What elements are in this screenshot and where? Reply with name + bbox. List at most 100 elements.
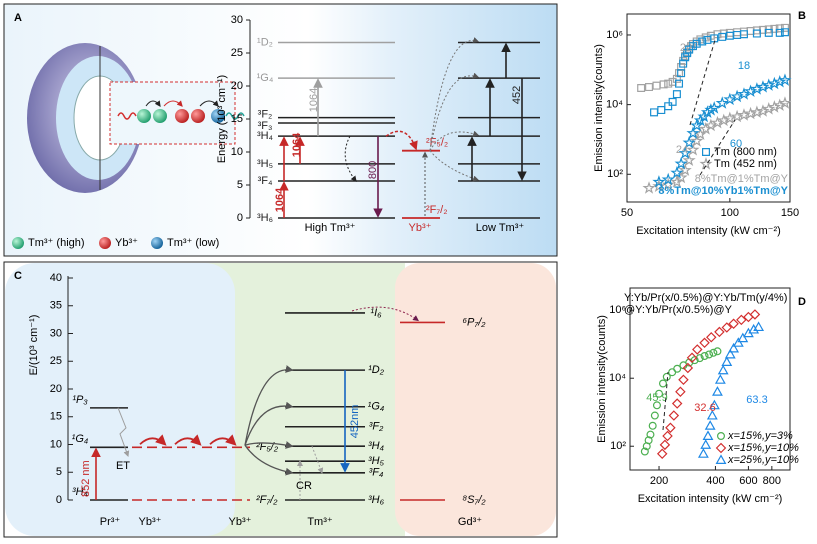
data-point (665, 422, 676, 433)
data-point (728, 342, 740, 353)
data-point (652, 81, 661, 90)
data-point (721, 322, 733, 333)
y-tick-label: 10 (231, 146, 243, 158)
panel-label: D (798, 296, 806, 308)
y-tick-label: 5 (56, 466, 62, 478)
data-point (668, 410, 680, 421)
legend-label: Tm³⁺ (high) (28, 237, 85, 249)
data-point (739, 30, 748, 39)
legend-label: x=15%,y=10% (727, 442, 799, 454)
data-point (688, 42, 697, 51)
transfer-arrow (429, 150, 480, 182)
data-point (678, 163, 692, 176)
et-arrow (244, 444, 294, 476)
data-point (712, 386, 723, 396)
level-label: ³H₆ (368, 494, 385, 506)
tm-high-ion (153, 109, 167, 123)
level-label: ¹P₃ (72, 394, 88, 406)
data-point (662, 372, 671, 381)
data-point (661, 172, 675, 186)
yb-ion (191, 109, 205, 123)
note: Y:Yb/Pr(x/0.5%)@Y:Yb/Tm(y/4%) (624, 292, 787, 304)
data-point (640, 447, 649, 456)
data-point (753, 321, 765, 332)
y-tick-label: 10⁴ (606, 99, 623, 111)
level-label: ³F₃ (258, 120, 273, 132)
note: @Y:Yb/Pr(x/0.5%)@Y (624, 304, 733, 316)
cr-arrow (311, 445, 324, 474)
group-label: Gd³⁺ (458, 516, 482, 528)
excitation-wave (117, 112, 137, 120)
data-point (700, 439, 712, 449)
data-point (657, 106, 666, 115)
data-point (723, 92, 737, 106)
x-tick-label: 200 (650, 475, 668, 487)
data-point (725, 31, 734, 40)
data-point (690, 356, 699, 365)
data-point (642, 181, 656, 194)
y-tick-label: 5 (237, 179, 243, 191)
data-point (700, 352, 709, 360)
data-point (703, 35, 712, 44)
data-point (733, 30, 742, 39)
gd-region (395, 263, 556, 536)
level-label: ⁸S₇/₂ (462, 494, 486, 506)
x-tick-label: 150 (781, 207, 799, 219)
group-label: Yb³⁺ (409, 222, 432, 234)
slope-label: 22 (680, 42, 692, 54)
data-point (728, 318, 739, 329)
transition-label: 852 nm (80, 460, 92, 497)
legend-label: Tm (800 nm) (714, 146, 777, 158)
et-arrow (244, 441, 294, 449)
legend-label: Yb³⁺ (115, 237, 138, 249)
et-arrow (244, 401, 294, 446)
legend-swatch (151, 237, 163, 249)
data-point (713, 347, 722, 356)
level-label: ¹I₆ (370, 307, 382, 319)
y-tick-label: 0 (237, 212, 243, 224)
data-point (708, 399, 720, 410)
transition-label: 1064 (308, 88, 320, 112)
et-arrow (244, 365, 294, 446)
y-tick-label: 25 (231, 47, 243, 59)
data-point (642, 442, 651, 451)
data-point (749, 309, 761, 320)
slope-label: 32.6 (694, 402, 715, 414)
fit-line (662, 371, 669, 431)
data-point (706, 409, 718, 420)
legend-swatch (99, 237, 111, 249)
data-point (670, 165, 684, 179)
y-tick-label: 30 (50, 327, 62, 339)
transfer-arrow (429, 130, 480, 151)
data-point (686, 126, 700, 139)
data-point (678, 146, 692, 159)
data-point (778, 73, 792, 86)
y-tick-label: 0 (56, 494, 62, 506)
data-point (721, 356, 733, 366)
data-point (662, 430, 673, 442)
data-point (652, 401, 661, 410)
data-point (775, 28, 784, 37)
data-point (704, 118, 718, 132)
group-label: Tm³⁺ (307, 516, 333, 528)
data-point (645, 83, 654, 92)
data-point (658, 379, 667, 388)
data-point (714, 374, 726, 384)
data-point (682, 153, 696, 167)
level-label: ¹D₂ (257, 36, 273, 48)
data-point (677, 69, 686, 78)
data-point (699, 122, 713, 135)
data-point (748, 323, 760, 334)
data-point (698, 37, 707, 46)
group-label: Yb³⁺ (229, 516, 252, 528)
data-point (675, 386, 686, 398)
y-tick-label: 15 (231, 113, 243, 125)
tm-low-ion (211, 109, 225, 123)
tm-high-ion (137, 109, 151, 123)
data-point (692, 344, 703, 355)
y-tick-label: 25 (50, 355, 62, 367)
y-tick-label: 10 (50, 438, 62, 450)
data-point (719, 29, 728, 38)
data-point (695, 354, 704, 363)
x-tick-label: 400 (706, 475, 724, 487)
